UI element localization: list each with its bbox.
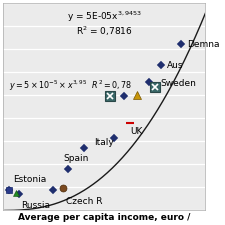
Text: Russia: Russia	[21, 201, 50, 210]
Text: Italy: Italy	[94, 138, 114, 147]
Text: Aus: Aus	[167, 61, 183, 70]
X-axis label: Average per capita income, euro /: Average per capita income, euro /	[18, 213, 190, 222]
Text: UK: UK	[130, 127, 143, 136]
Text: R$^2$ = 0,7816: R$^2$ = 0,7816	[76, 25, 133, 38]
Text: Spain: Spain	[64, 154, 89, 163]
Text: y = 5E-05x$^{3,9453}$: y = 5E-05x$^{3,9453}$	[67, 10, 142, 25]
Text: Demna: Demna	[187, 40, 220, 49]
Text: Czech R: Czech R	[66, 197, 102, 206]
Text: Sweden: Sweden	[161, 79, 197, 88]
Text: $y=5\times10^{-5}\times x^{3,95}$  $R^2=0,78$: $y=5\times10^{-5}\times x^{3,95}$ $R^2=0…	[9, 79, 132, 93]
Text: Estonia: Estonia	[13, 175, 46, 184]
